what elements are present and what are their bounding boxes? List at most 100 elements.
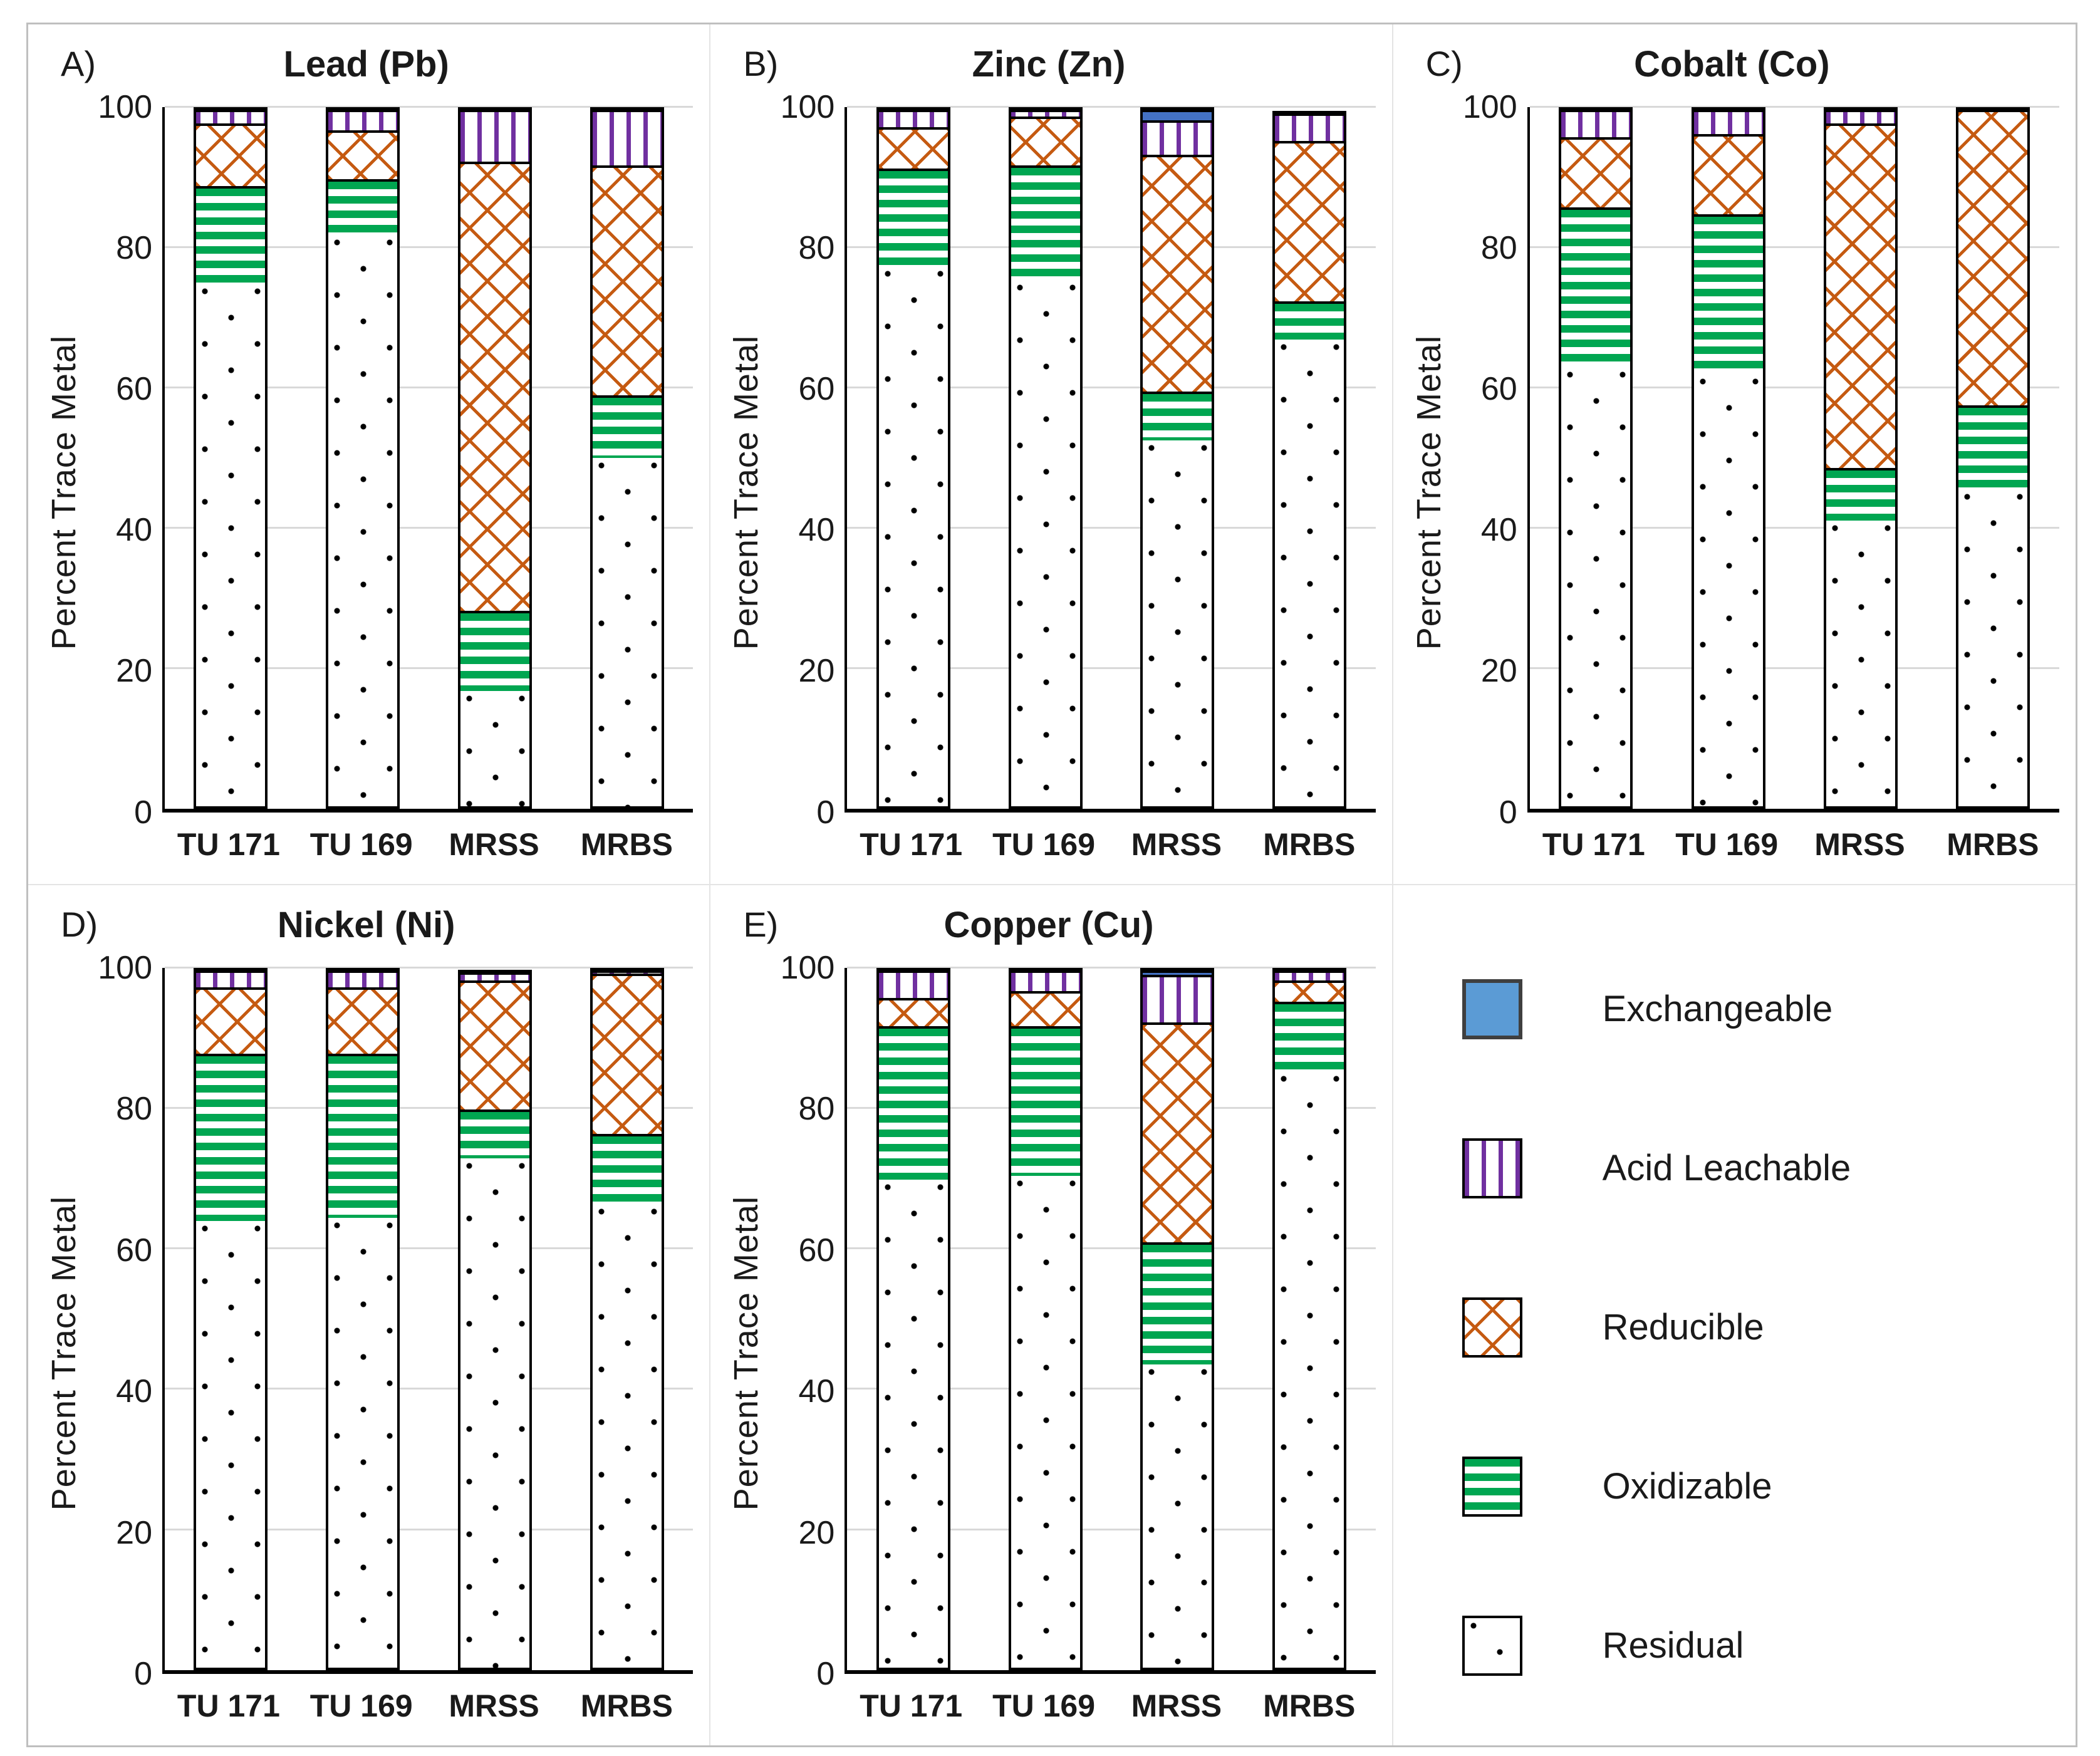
oxidizable-swatch-icon	[1462, 1456, 1522, 1517]
gridline	[847, 386, 1376, 388]
gridline	[847, 106, 1376, 108]
x-category-label: MRBS	[1947, 826, 2039, 862]
segment-acid_leachable	[1826, 110, 1896, 124]
y-axis-label-box: Percent Trace Metal	[1405, 107, 1453, 878]
stacked-bar-tu-171	[876, 967, 950, 1670]
bars-layer	[165, 967, 693, 1670]
stacked-bar-mrbs	[1272, 967, 1347, 1670]
segment-oxidizable	[196, 186, 266, 284]
segment-oxidizable	[1143, 392, 1212, 440]
panel-body: Percent Trace Metal 0 20 40 60 80 100 TU 171 TU …	[722, 89, 1376, 880]
y-tick-labels: 0 20 40 60 80 100	[771, 89, 845, 831]
bar-slot	[165, 107, 297, 809]
bar-slot	[297, 967, 429, 1670]
y-tick-label: 100	[98, 89, 152, 125]
bar-slot	[165, 967, 297, 1670]
segment-reducible	[1143, 1022, 1212, 1242]
segment-residual	[1275, 339, 1344, 806]
segment-oxidizable	[1958, 405, 2028, 489]
segment-oxidizable	[878, 169, 948, 267]
segment-oxidizable	[878, 1026, 948, 1180]
segment-oxidizable	[1143, 1242, 1212, 1364]
x-category-label: MRSS	[449, 1688, 539, 1723]
segment-acid_leachable	[1143, 120, 1212, 155]
segment-acid_leachable	[328, 110, 398, 131]
segment-reducible	[196, 987, 266, 1054]
plot-row: 0 20 40 60 80 100	[88, 89, 694, 831]
bars-layer	[847, 107, 1375, 809]
x-category-label: TU 171	[860, 1688, 963, 1723]
stacked-bar-mrss	[1140, 107, 1215, 809]
y-axis-label: Percent Trace Metal	[45, 1196, 83, 1511]
y-tick-label: 60	[798, 371, 835, 408]
segment-oxidizable	[592, 395, 662, 458]
segment-exchangeable	[1143, 110, 1212, 120]
panel-title: Cobalt (Co)	[1634, 44, 1830, 85]
stacked-bar-mrss	[458, 969, 533, 1670]
y-tick-label: 0	[816, 1656, 835, 1692]
segment-residual	[592, 1203, 662, 1668]
segment-acid_leachable	[1143, 975, 1212, 1023]
panel-title: Lead (Pb)	[283, 44, 449, 85]
segment-oxidizable	[592, 1134, 662, 1204]
gridline	[165, 526, 694, 529]
x-category-labels: TU 171 TU 169 MRSS MRBS	[162, 813, 693, 878]
chart-column: 0 20 40 60 80 100 TU 171 TU 169 MRSS MRBS	[1453, 89, 2059, 878]
y-tick-label: 60	[116, 1232, 152, 1269]
segment-residual	[328, 235, 398, 806]
gridline	[847, 1106, 1376, 1109]
x-category-labels: TU 171 TU 169 MRSS MRBS	[162, 1674, 693, 1739]
bar-slot	[561, 967, 693, 1670]
segment-reducible	[1561, 137, 1631, 207]
bar-slot	[1927, 107, 2059, 809]
legend-label: Residual	[1602, 1625, 1744, 1666]
x-category-label: MRBS	[1263, 826, 1356, 862]
segment-oxidizable	[1561, 207, 1631, 368]
segment-reducible	[592, 974, 662, 1135]
segment-residual	[196, 283, 266, 806]
gridline	[847, 1528, 1376, 1530]
gridline	[1529, 386, 2059, 388]
segment-oxidizable	[1011, 1026, 1080, 1176]
y-axis-label-box: Percent Trace Metal	[722, 107, 771, 878]
plot-area	[162, 106, 694, 813]
gridline	[165, 1247, 694, 1250]
segment-reducible	[328, 130, 398, 180]
y-tick-label: 60	[116, 371, 152, 408]
legend-item-exchangeable: Exchangeable	[1462, 979, 2051, 1039]
y-tick-label: 80	[116, 1091, 152, 1127]
gridline	[165, 966, 694, 969]
segment-reducible	[1275, 141, 1344, 301]
segment-acid_leachable	[328, 970, 398, 988]
y-axis-label: Percent Trace Metal	[45, 335, 83, 650]
segment-reducible	[1275, 980, 1344, 1002]
gridline	[847, 246, 1376, 248]
segment-reducible	[1011, 990, 1080, 1026]
y-tick-label: 40	[798, 1373, 835, 1410]
segment-residual	[1958, 489, 2028, 806]
segment-oxidizable	[1275, 1001, 1344, 1071]
gridline	[1529, 106, 2059, 108]
gridline	[165, 1106, 694, 1109]
panel-cobalt: C) Cobalt (Co) Percent Trace Metal 0 20 40 60 8…	[1393, 24, 2076, 885]
segment-acid_leachable	[592, 110, 662, 165]
bar-slot	[1794, 107, 1926, 809]
gridline	[1529, 667, 2059, 669]
plot-row: 0 20 40 60 80 100	[771, 89, 1376, 831]
gridline	[1529, 526, 2059, 529]
segment-residual	[460, 1158, 530, 1668]
segment-residual	[1011, 280, 1080, 806]
panel-header: E) Copper (Cu)	[722, 894, 1375, 968]
plot-row: 0 20 40 60 80 100	[1453, 89, 2059, 831]
bar-slot	[429, 968, 561, 1670]
segment-reducible	[1693, 133, 1763, 214]
segment-acid_leachable	[196, 110, 266, 124]
plot-area	[1527, 106, 2059, 813]
y-tick-label: 0	[1499, 794, 1517, 831]
y-tick-labels: 0 20 40 60 80 100	[88, 89, 162, 831]
bars-layer	[847, 967, 1375, 1670]
x-category-label: MRBS	[580, 826, 673, 862]
segment-reducible	[196, 123, 266, 187]
bar-slot	[1662, 107, 1794, 809]
